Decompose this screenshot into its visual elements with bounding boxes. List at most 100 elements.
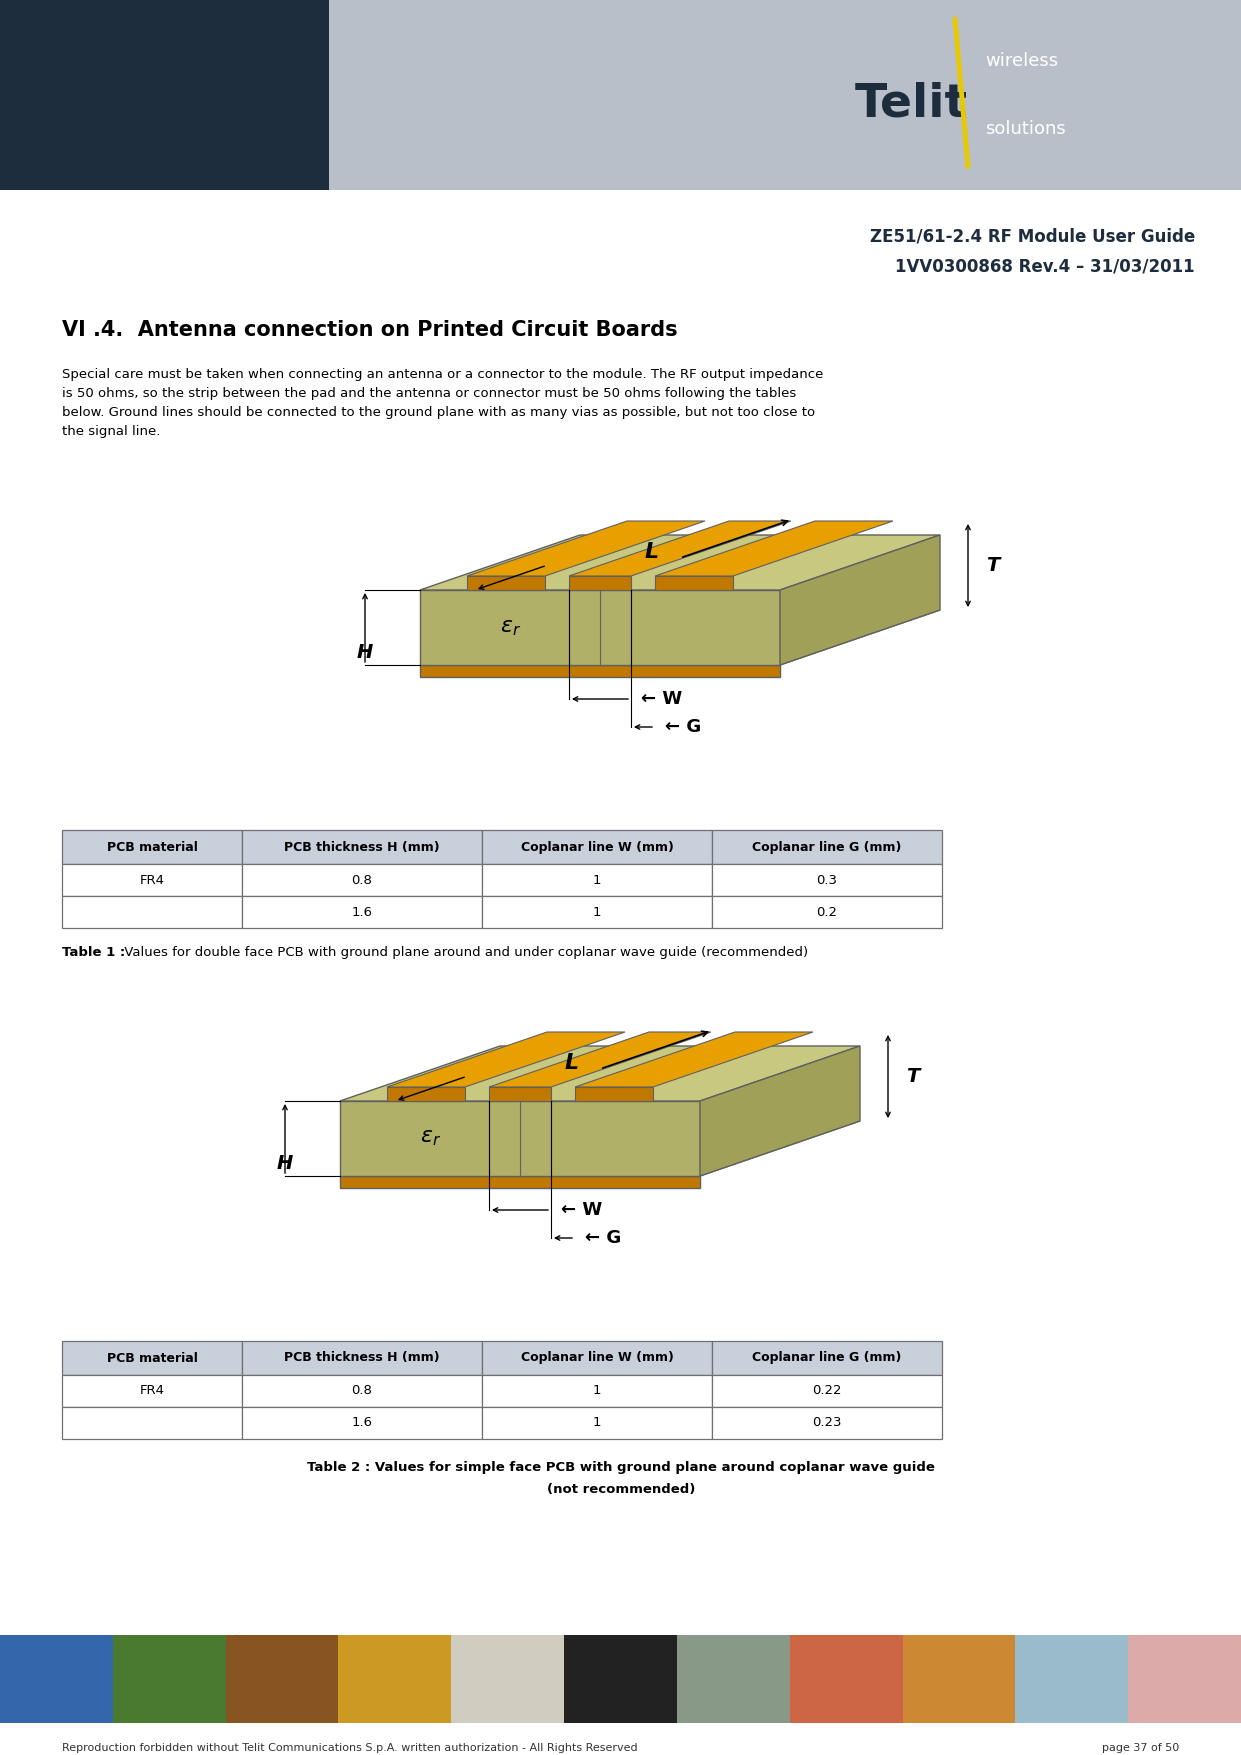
Polygon shape [419,611,939,665]
Polygon shape [340,1046,860,1100]
Text: 1.6: 1.6 [351,906,372,918]
Bar [482,1341,712,1374]
Text: 0.8: 0.8 [351,1385,372,1397]
Text: (not recommended): (not recommended) [547,1483,695,1495]
Bar [242,1341,482,1374]
Bar [62,1341,242,1374]
Text: H: H [357,642,374,662]
Bar [482,863,712,897]
Bar [329,0,1241,190]
Bar [452,1636,565,1723]
Polygon shape [575,1032,813,1086]
Bar [712,863,942,897]
Bar [242,830,482,863]
Text: Table 2 : Values for simple face PCB with ground plane around coplanar wave guid: Table 2 : Values for simple face PCB wit… [307,1460,934,1474]
Polygon shape [340,1100,700,1176]
Text: PCB material: PCB material [107,841,197,853]
Polygon shape [700,1046,860,1176]
Text: T: T [987,556,999,576]
Text: FR4: FR4 [139,874,165,886]
Bar [712,1408,942,1439]
Text: 0.3: 0.3 [817,874,838,886]
Polygon shape [655,521,894,576]
Bar [0,1636,113,1723]
Polygon shape [489,1086,551,1100]
Polygon shape [419,535,939,590]
Text: Coplanar line W (mm): Coplanar line W (mm) [520,1351,674,1364]
Text: 1: 1 [593,1416,601,1430]
Text: 1: 1 [593,1385,601,1397]
Bar [242,1374,482,1408]
Bar [242,1408,482,1439]
Text: ZE51/61-2.4 RF Module User Guide: ZE51/61-2.4 RF Module User Guide [870,228,1195,246]
Polygon shape [570,576,630,590]
Bar [482,897,712,928]
Text: VI .4.  Antenna connection on Printed Circuit Boards: VI .4. Antenna connection on Printed Cir… [62,319,678,339]
Bar [62,863,242,897]
Polygon shape [419,590,781,665]
Text: 1.6: 1.6 [351,1416,372,1430]
Bar [712,830,942,863]
Polygon shape [781,535,939,665]
Bar [226,1636,339,1723]
Bar [902,1636,1015,1723]
Text: Reproduction forbidden without Telit Communications S.p.A. written authorization: Reproduction forbidden without Telit Com… [62,1743,638,1753]
Bar [712,897,942,928]
Bar [482,1408,712,1439]
Text: ← G: ← G [585,1228,622,1248]
Text: solutions: solutions [985,119,1066,139]
Bar [712,1374,942,1408]
Text: H: H [277,1155,293,1172]
Text: FR4: FR4 [139,1385,165,1397]
Text: 1VV0300868 Rev.4 – 31/03/2011: 1VV0300868 Rev.4 – 31/03/2011 [895,258,1195,276]
Bar [789,1636,902,1723]
Text: 0.8: 0.8 [351,874,372,886]
Text: Values for double face PCB with ground plane around and under coplanar wave guid: Values for double face PCB with ground p… [120,946,808,958]
Polygon shape [387,1086,465,1100]
Text: 0.23: 0.23 [813,1416,841,1430]
Polygon shape [489,1032,711,1086]
Text: ← W: ← W [561,1200,602,1220]
Polygon shape [467,576,545,590]
Bar [0,0,329,190]
Text: Coplanar line W (mm): Coplanar line W (mm) [520,841,674,853]
Text: $\varepsilon_r$: $\varepsilon_r$ [419,1128,442,1148]
Text: PCB thickness H (mm): PCB thickness H (mm) [284,841,439,853]
Text: wireless: wireless [985,51,1059,70]
Bar [565,1636,676,1723]
Bar [1015,1636,1128,1723]
Polygon shape [340,1176,700,1188]
Bar [62,897,242,928]
Bar [242,863,482,897]
Bar [113,1636,226,1723]
Text: Coplanar line G (mm): Coplanar line G (mm) [752,1351,902,1364]
Polygon shape [655,576,733,590]
Bar [1128,1636,1241,1723]
Text: page 37 of 50: page 37 of 50 [1102,1743,1179,1753]
Bar [62,1408,242,1439]
Text: Telit: Telit [855,82,968,126]
Bar [339,1636,452,1723]
Bar [62,1374,242,1408]
Text: 0.22: 0.22 [813,1385,841,1397]
Polygon shape [340,1121,860,1176]
Text: Coplanar line G (mm): Coplanar line G (mm) [752,841,902,853]
Text: 1: 1 [593,906,601,918]
Text: L: L [645,542,659,562]
Polygon shape [387,1032,625,1086]
Text: Special care must be taken when connecting an antenna or a connector to the modu: Special care must be taken when connecti… [62,367,823,437]
Text: PCB thickness H (mm): PCB thickness H (mm) [284,1351,439,1364]
Polygon shape [467,521,705,576]
Polygon shape [570,521,791,576]
Text: L: L [565,1053,580,1072]
Text: 0.2: 0.2 [817,906,838,918]
Polygon shape [575,1086,653,1100]
Bar [676,1636,789,1723]
Text: $\varepsilon_r$: $\varepsilon_r$ [500,618,521,637]
Text: ← G: ← G [665,718,701,735]
Bar [482,1374,712,1408]
Text: Table 1 :: Table 1 : [62,946,125,958]
Bar [482,830,712,863]
Bar [712,1341,942,1374]
Text: T: T [906,1067,920,1086]
